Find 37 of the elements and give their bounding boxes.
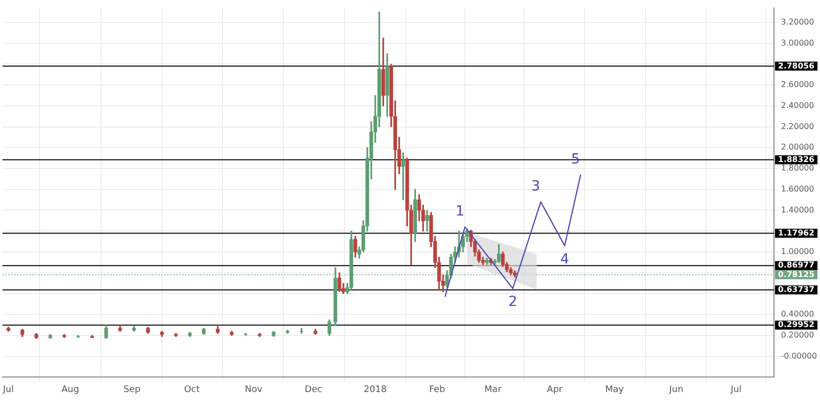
y-tick-label: 1.40000 — [781, 205, 814, 214]
x-tick-label: Aug — [61, 384, 80, 395]
ref-line-label: 2.78056 — [778, 61, 815, 70]
x-tick-label: Jul — [2, 384, 14, 395]
ref-line-label: 0.63737 — [778, 284, 814, 294]
y-tick-label: 1.00000 — [781, 247, 814, 256]
y-tick-label: 1.60000 — [781, 184, 814, 194]
y-tick-label: 0.40000 — [781, 310, 814, 319]
x-tick-label: 2018 — [364, 384, 387, 395]
ref-line-label: 1.88326 — [778, 154, 815, 164]
y-tick-label: 2.60000 — [781, 80, 814, 90]
x-tick-label: Nov — [244, 384, 264, 395]
x-tick-label: Feb — [429, 384, 446, 395]
ref-line-label: 0.78125 — [778, 270, 815, 279]
annotation: 2 — [508, 294, 518, 310]
y-tick-label: 0.20000 — [781, 330, 814, 340]
ref-line-label: 1.17962 — [778, 228, 814, 238]
x-tick-label: Oct — [184, 384, 200, 395]
y-tick-label: 3.00000 — [781, 38, 814, 48]
annotation: 1 — [456, 204, 464, 220]
y-tick-label: 2.20000 — [781, 122, 814, 131]
y-tick-label: 1.80000 — [781, 164, 814, 173]
x-tick-label: May — [605, 384, 624, 395]
y-tick-label: 2.00000 — [781, 142, 814, 152]
x-tick-label: Mar — [484, 384, 502, 395]
annotation: 4 — [560, 251, 570, 268]
ref-line-label: 0.86977 — [778, 260, 814, 270]
x-tick-label: Sep — [124, 384, 141, 395]
ref-line-label: 0.29952 — [778, 320, 814, 330]
x-tick-label: Jun — [668, 384, 684, 395]
y-tick-label: 2.40000 — [781, 100, 814, 110]
y-tick-label: -0.00000 — [781, 351, 817, 360]
annotation: 3 — [531, 178, 540, 195]
x-tick-label: Dec — [304, 384, 322, 395]
x-tick-label: Apr — [546, 384, 563, 395]
y-tick-label: 3.20000 — [781, 17, 814, 26]
x-tick-label: Jul — [730, 384, 742, 395]
